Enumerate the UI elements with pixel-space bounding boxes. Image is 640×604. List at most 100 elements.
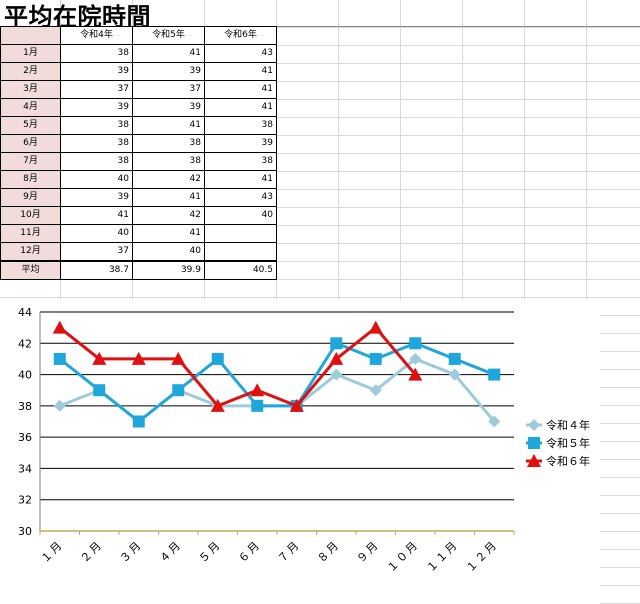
- table-row: 7月 38 38 38: [0, 152, 277, 171]
- table-row: 3月 37 37 41: [0, 80, 277, 99]
- series-line: [58, 326, 417, 408]
- value-cell[interactable]: 39: [60, 188, 133, 207]
- data-point: [488, 415, 501, 428]
- chart-background: [0, 300, 600, 604]
- value-cell[interactable]: [204, 242, 277, 262]
- table-row: 12月 37 40: [0, 242, 277, 262]
- value-cell[interactable]: 38: [60, 44, 133, 63]
- value-cell[interactable]: 39: [60, 98, 133, 117]
- value-cell[interactable]: 40.5: [204, 260, 277, 280]
- row-label-cell[interactable]: 10月: [0, 206, 61, 225]
- value-cell[interactable]: 38: [60, 134, 133, 153]
- y-tick-label: 34: [18, 462, 32, 475]
- column-header[interactable]: 令和6年: [204, 26, 277, 45]
- y-tick-label: 32: [18, 494, 32, 507]
- value-cell[interactable]: 43: [204, 44, 277, 63]
- value-cell[interactable]: 39.9: [132, 260, 205, 280]
- value-cell[interactable]: 41: [204, 170, 277, 189]
- value-cell[interactable]: 39: [132, 98, 205, 117]
- value-cell[interactable]: 41: [204, 98, 277, 117]
- value-cell[interactable]: 38: [204, 152, 277, 171]
- series-line: [58, 341, 495, 423]
- data-point: [210, 398, 225, 412]
- data-point: [172, 384, 185, 397]
- value-cell[interactable]: 38: [204, 116, 277, 135]
- data-point: [53, 352, 66, 365]
- table-corner-cell[interactable]: [0, 26, 61, 45]
- value-cell[interactable]: [204, 224, 277, 243]
- row-label-cell[interactable]: 5月: [0, 116, 61, 135]
- data-point: [53, 399, 66, 412]
- data-point: [528, 419, 540, 431]
- value-cell[interactable]: 37: [132, 80, 205, 99]
- value-cell[interactable]: 38: [132, 152, 205, 171]
- data-point: [289, 398, 304, 412]
- data-point: [330, 368, 343, 381]
- data-point: [369, 384, 382, 397]
- table-row: 6月 38 38 39: [0, 134, 277, 153]
- row-label-cell[interactable]: 3月: [0, 80, 61, 99]
- y-tick-label: 44: [18, 306, 32, 319]
- legend-label: 令和５年: [546, 436, 590, 450]
- value-cell[interactable]: 38: [132, 134, 205, 153]
- row-label-cell[interactable]: 6月: [0, 134, 61, 153]
- value-cell[interactable]: 38.7: [60, 260, 133, 280]
- value-cell[interactable]: 41: [132, 44, 205, 63]
- value-cell[interactable]: 40: [204, 206, 277, 225]
- data-point: [329, 351, 344, 365]
- value-cell[interactable]: 39: [60, 62, 133, 81]
- table-row: 5月 38 41 38: [0, 116, 277, 135]
- value-cell[interactable]: 43: [204, 188, 277, 207]
- row-label-cell[interactable]: 11月: [0, 224, 61, 243]
- data-point: [409, 352, 422, 365]
- row-label-cell[interactable]: 平均: [0, 260, 61, 280]
- value-cell[interactable]: 41: [60, 206, 133, 225]
- value-cell[interactable]: 39: [204, 134, 277, 153]
- table-row: 10月 41 42 40: [0, 206, 277, 225]
- table-row: 2月 39 39 41: [0, 62, 277, 81]
- value-cell[interactable]: 41: [132, 116, 205, 135]
- row-label-cell[interactable]: 8月: [0, 170, 61, 189]
- row-label-cell[interactable]: 2月: [0, 62, 61, 81]
- row-label-cell[interactable]: 1月: [0, 44, 61, 63]
- y-tick-label: 38: [18, 400, 32, 413]
- row-label-cell[interactable]: 12月: [0, 242, 61, 262]
- row-label-cell[interactable]: 7月: [0, 152, 61, 171]
- data-point: [408, 367, 423, 381]
- table-row: 4月 39 39 41: [0, 98, 277, 117]
- value-cell[interactable]: 38: [60, 152, 133, 171]
- row-label-cell[interactable]: 9月: [0, 188, 61, 207]
- value-cell[interactable]: 37: [60, 80, 133, 99]
- value-cell[interactable]: 41: [204, 62, 277, 81]
- value-cell[interactable]: 40: [60, 224, 133, 243]
- average-row: 平均 38.7 39.9 40.5: [0, 260, 277, 280]
- table-row: 11月 40 41: [0, 224, 277, 243]
- value-cell[interactable]: 37: [60, 242, 133, 262]
- column-header[interactable]: 令和5年: [132, 26, 205, 45]
- value-cell[interactable]: 40: [60, 170, 133, 189]
- value-cell[interactable]: 39: [132, 62, 205, 81]
- data-point: [92, 351, 107, 365]
- value-cell[interactable]: 41: [132, 188, 205, 207]
- data-point: [527, 454, 541, 467]
- table-row: 1月 38 41 43: [0, 44, 277, 63]
- value-cell[interactable]: 41: [132, 224, 205, 243]
- column-header[interactable]: 令和4年: [60, 26, 133, 45]
- data-point: [409, 337, 422, 350]
- value-cell[interactable]: 42: [132, 206, 205, 225]
- row-label-cell[interactable]: 4月: [0, 98, 61, 117]
- value-cell[interactable]: 42: [132, 170, 205, 189]
- data-point: [52, 320, 67, 334]
- y-tick-label: 40: [18, 369, 32, 382]
- series-2: [53, 337, 501, 428]
- value-cell[interactable]: 38: [60, 116, 133, 135]
- data-point: [211, 352, 224, 365]
- data-point: [528, 437, 540, 449]
- value-cell[interactable]: 41: [204, 80, 277, 99]
- data-point: [93, 384, 106, 397]
- value-cell[interactable]: 40: [132, 242, 205, 262]
- legend-label: 令和６年: [546, 454, 590, 468]
- data-point: [171, 351, 186, 365]
